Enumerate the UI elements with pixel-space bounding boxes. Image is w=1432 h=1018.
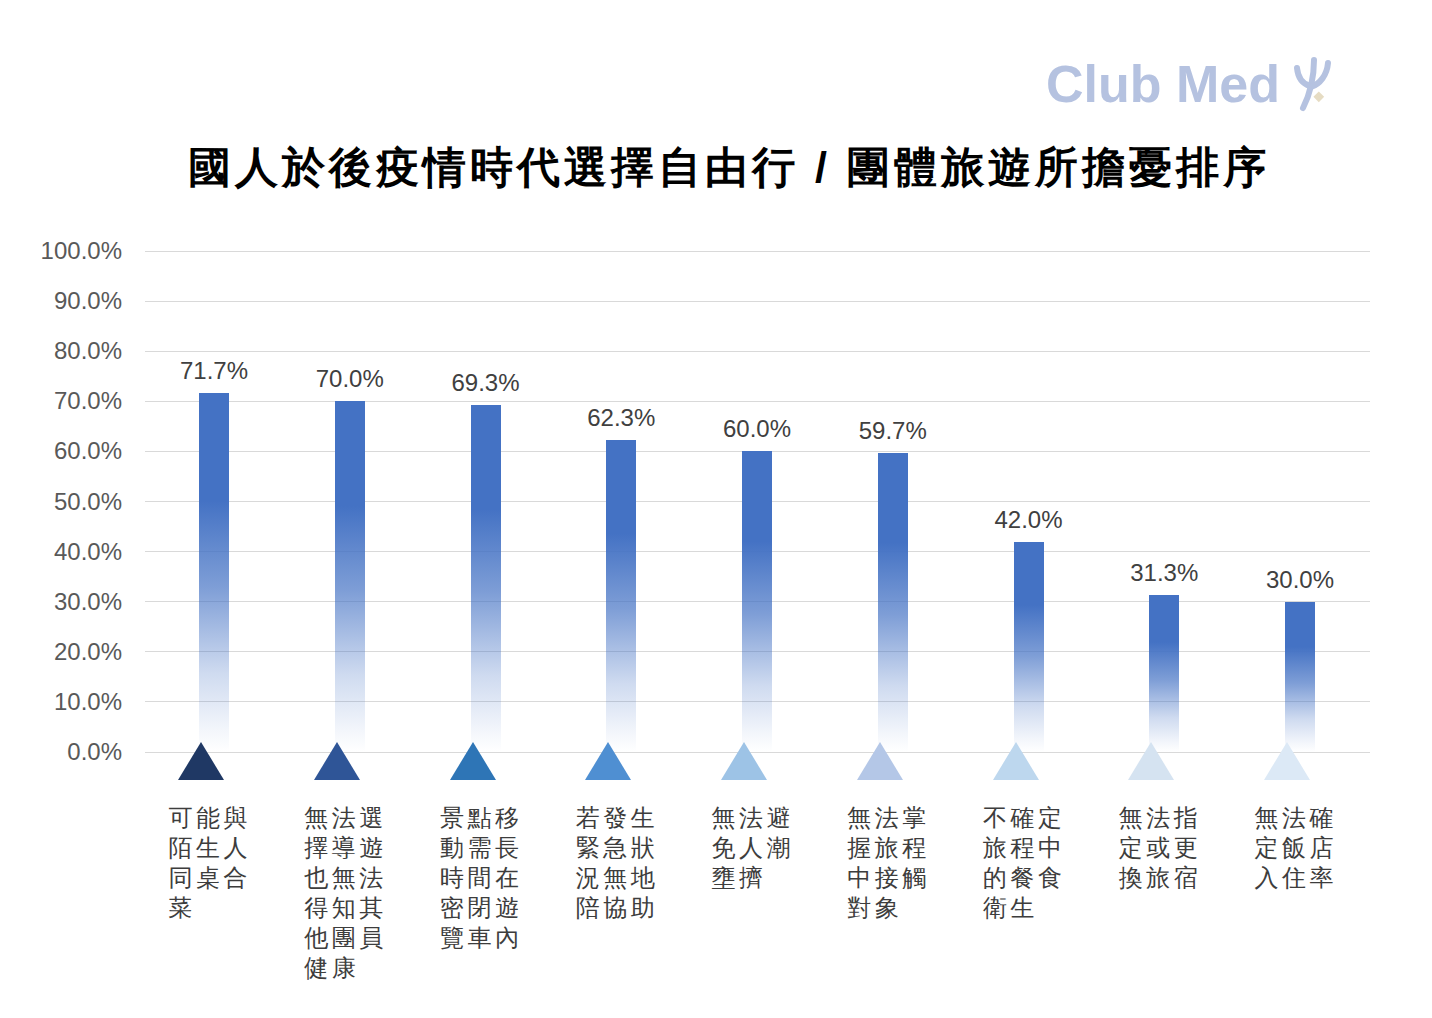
bar (878, 453, 908, 752)
y-axis-tick-label: 20.0% (22, 638, 122, 666)
bar (606, 440, 636, 752)
category-label: 無法確定飯店入住率 (1255, 803, 1355, 893)
bar (1014, 542, 1044, 752)
bar (471, 405, 501, 752)
y-axis-tick-label: 30.0% (22, 588, 122, 616)
bar-value-label: 60.0% (687, 415, 827, 443)
triangle-marker (450, 742, 496, 780)
bar (1149, 595, 1179, 752)
bar-value-label: 30.0% (1230, 566, 1370, 594)
bar-value-label: 69.3% (416, 369, 556, 397)
triangle-marker (721, 742, 767, 780)
y-axis-tick-label: 60.0% (22, 437, 122, 465)
bar-value-label: 59.7% (823, 417, 963, 445)
bar (335, 401, 365, 752)
triangle-marker (993, 742, 1039, 780)
category-label: 無法掌握旅程中接觸對象 (847, 803, 947, 923)
bar-value-label: 70.0% (280, 365, 420, 393)
triangle-marker (585, 742, 631, 780)
category-label: 景點移動需長時間在密閉遊覽車內 (440, 803, 540, 953)
chart-title: 國人於後疫情時代選擇自由行 / 團體旅遊所擔憂排序 (26, 139, 1432, 197)
y-axis-tick-label: 70.0% (22, 387, 122, 415)
gridline (145, 351, 1370, 352)
gridline (145, 301, 1370, 302)
category-label: 不確定旅程中的餐食衛生 (983, 803, 1083, 923)
y-axis-tick-label: 100.0% (22, 237, 122, 265)
clubmed-logo: Club Med (1046, 58, 1332, 116)
bar-value-label: 62.3% (551, 404, 691, 432)
bar-value-label: 71.7% (144, 357, 284, 385)
trident-icon (1286, 56, 1332, 116)
y-axis-tick-label: 10.0% (22, 688, 122, 716)
category-label: 可能與陌生人同桌合菜 (169, 803, 269, 923)
y-axis-tick-label: 90.0% (22, 287, 122, 315)
y-axis-tick-label: 50.0% (22, 488, 122, 516)
bar (742, 451, 772, 752)
triangle-marker (1128, 742, 1174, 780)
bar-value-label: 31.3% (1094, 559, 1234, 587)
category-label: 無法避免人潮壅擠 (712, 803, 812, 893)
category-label: 無法選擇導遊也無法得知其他團員健康 (304, 803, 404, 983)
category-label: 若發生緊急狀況無地陪協助 (576, 803, 676, 923)
y-axis-tick-label: 40.0% (22, 538, 122, 566)
triangle-marker (314, 742, 360, 780)
bar-value-label: 42.0% (959, 506, 1099, 534)
triangle-marker (857, 742, 903, 780)
bar (1285, 602, 1315, 752)
triangle-marker (1264, 742, 1310, 780)
y-axis-tick-label: 80.0% (22, 337, 122, 365)
category-label: 無法指定或更換旅宿 (1119, 803, 1219, 893)
clubmed-logo-text: Club Med (1046, 58, 1280, 110)
triangle-marker (178, 742, 224, 780)
gridline (145, 401, 1370, 402)
bar (199, 393, 229, 752)
y-axis-tick-label: 0.0% (22, 738, 122, 766)
chart-page: Club Med 國人於後疫情時代選擇自由行 / 團體旅遊所擔憂排序 0.0% 1… (0, 0, 1432, 1018)
gridline (145, 251, 1370, 252)
